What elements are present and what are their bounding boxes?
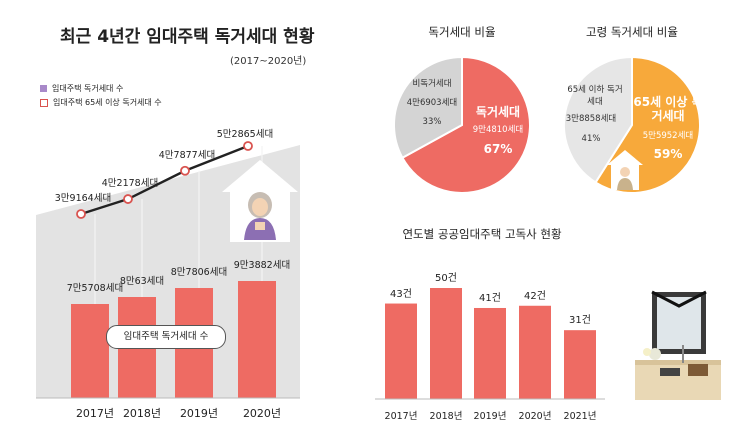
legend-line-label: 임대주택 65세 이상 독거세대 수: [53, 98, 162, 107]
legend-bar-swatch: [40, 85, 47, 92]
house-elderly-illustration: [222, 160, 298, 242]
bar-series-pill-label: 임대주택 독거세대 수: [106, 325, 226, 349]
chart2-bar-label: 41건: [479, 292, 501, 304]
chart2-bar-label: 43건: [390, 288, 412, 300]
pie-chart-single-households: [393, 55, 531, 194]
chart1-line-label: 5만2865세대: [216, 129, 274, 140]
pie-slice: [393, 55, 463, 160]
chart2-bar: [564, 330, 596, 399]
pie2-title: 고령 독거세대 비율: [586, 25, 678, 39]
chart2-year-label: 2017년: [384, 411, 418, 422]
legend-bar-label: 임대주택 독거세대 수: [52, 84, 124, 93]
legend-line: 임대주택 65세 이상 독거세대 수: [40, 97, 162, 108]
chart1-line-label: 3만9164세대: [54, 193, 112, 204]
chart1-line-point: [76, 209, 86, 219]
pie2-slice2-value: 3만8858세대: [565, 114, 617, 124]
pie1-title: 독거세대 비율: [428, 25, 496, 39]
pie2-slice2-percent: 41%: [581, 134, 601, 144]
chart2-year-label: 2019년: [473, 411, 507, 422]
chart-period: (2017~2020년): [230, 56, 307, 67]
chart1-year-label: 2018년: [122, 407, 162, 420]
chart1-line-point: [243, 141, 253, 151]
pie-slice: [563, 55, 633, 184]
chart2-bar: [385, 303, 417, 399]
chart1-bar: [71, 304, 109, 398]
chart1-line-path: [80, 144, 249, 216]
chart2-title: 연도별 공공임대주택 고독사 현황: [402, 227, 562, 241]
chart-title: 최근 4년간 임대주택 독거세대 현황: [60, 27, 315, 47]
pie1-slice2-value: 4만6903세대: [406, 98, 458, 108]
chart1-bar-label: 8만63세대: [119, 276, 165, 287]
chart1-bar-label: 9만3882세대: [233, 260, 291, 271]
chart1-line: [76, 141, 253, 219]
chart1-year-label: 2019년: [179, 407, 219, 420]
chart1-bar-label: 8만7806세대: [170, 267, 228, 278]
chart1-bar: [238, 281, 276, 398]
pie1-slice1-value: 9만4810세대: [472, 125, 524, 135]
chart2-bars: [385, 288, 596, 399]
pie1-slice2-name: 비독거세대: [412, 79, 452, 89]
chart1-line-label: 4만7877세대: [158, 149, 216, 161]
legend-line-swatch: [40, 98, 48, 107]
chart1-line-label: 4만2178세대: [101, 178, 159, 190]
pie2-slice1-value: 5만5952세대: [642, 131, 694, 141]
chart1-bar-label: 7만5708세대: [66, 283, 124, 294]
pie2-slice2-name: 65세 이하 독거세대: [567, 85, 623, 107]
elderly-house-icon: [607, 150, 643, 190]
chart2-bar: [519, 305, 551, 399]
chart2-bar-label: 31건: [569, 315, 591, 327]
legend-bar: 임대주택 독거세대 수: [40, 83, 123, 94]
chart2-bar-label: 50건: [435, 273, 457, 284]
pie-slice: [401, 55, 531, 194]
pie1-slice1-percent: 67%: [483, 142, 513, 156]
chart2-bar-label: 42건: [524, 290, 546, 302]
chart1-line-point: [180, 165, 190, 176]
chart2-bar: [474, 307, 506, 399]
chart2-year-label: 2018년: [429, 411, 463, 422]
pie2-slice1-name: 65세 이상 독거세대: [633, 95, 703, 123]
chart1-year-label: 2020년: [242, 407, 282, 420]
chart2-year-label: 2020년: [518, 411, 552, 422]
chart1-year-label: 2017년: [75, 407, 115, 420]
chart1-line-point: [123, 194, 133, 204]
chart2-bar: [430, 288, 462, 399]
pie1-slice1-name: 독거세대: [475, 105, 521, 119]
chart2-year-label: 2021년: [563, 411, 597, 422]
pie1-slice2-percent: 33%: [422, 117, 442, 127]
pie2-slice1-percent: 59%: [653, 147, 683, 161]
memorial-altar-illustration: [635, 290, 721, 400]
